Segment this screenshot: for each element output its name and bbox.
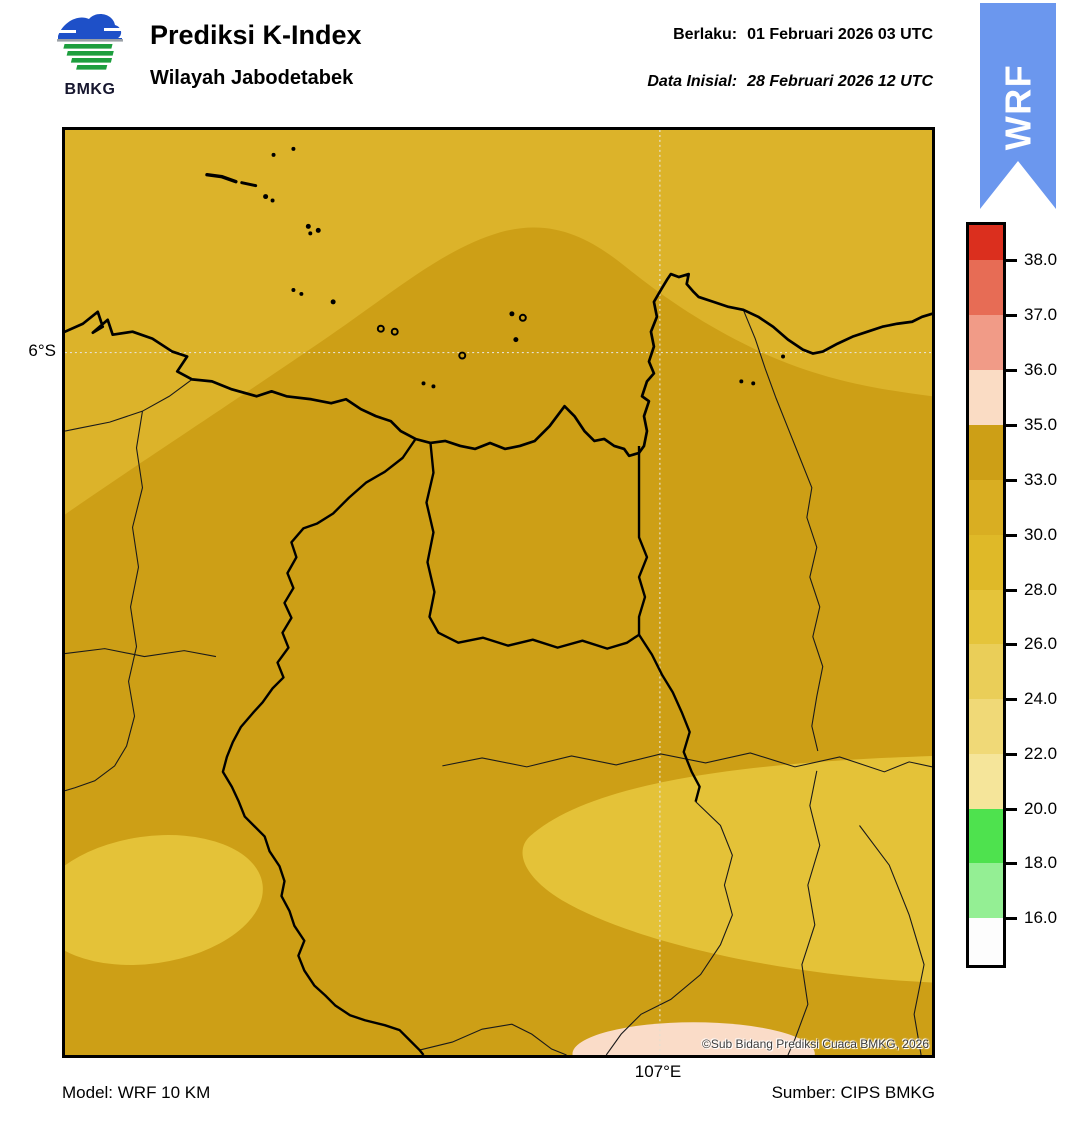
admin-boundaries-thin: [65, 309, 932, 1055]
colorbar-segment: [969, 315, 1003, 370]
page-title: Prediksi K-Index: [150, 20, 362, 50]
colorbar-segment: [969, 699, 1003, 754]
colorbar-tick: [1006, 697, 1017, 701]
colorbar-tick-label: 33.0: [1024, 470, 1058, 489]
colorbar-tick-label: 26.0: [1024, 634, 1058, 653]
colorbar-tick-label: 16.0: [1024, 908, 1058, 927]
colorbar-segment: [969, 590, 1003, 644]
colorbar-tick-label: 36.0: [1024, 360, 1058, 379]
colorbar-tick-label: 28.0: [1024, 580, 1058, 599]
colorbar-segment: [969, 225, 1003, 260]
colorbar-tick: [1006, 588, 1017, 592]
initial-time-line: Data Inisial: 28 Februari 2026 12 UTC: [647, 73, 933, 91]
forecast-map: ©Sub Bidang Prediksi Cuaca BMKG, 2026: [62, 127, 935, 1058]
legend-colorbar: 38.0 37.0 36.0 35.0 33.0 30.0 28.0 26.0 24.0 22.0…: [966, 222, 1072, 968]
colorbar-segment: [969, 644, 1003, 699]
colorbar-tick-label: 24.0: [1024, 689, 1058, 708]
colorbar-tick: [1006, 916, 1017, 920]
colorbar-segment: [969, 535, 1003, 590]
bmkg-logo-icon: [57, 8, 123, 74]
bmkg-logo: BMKG: [52, 6, 128, 99]
colorbar-segment: [969, 370, 1003, 425]
wrf-ribbon-icon: WRF: [980, 3, 1056, 209]
latitude-tick-label: 6°S: [28, 341, 56, 360]
colorbar-tick: [1006, 368, 1017, 372]
colorbar-tick-label: 22.0: [1024, 744, 1058, 763]
map-copyright: ©Sub Bidang Prediksi Cuaca BMKG, 2026: [702, 1037, 929, 1051]
initial-time-value: 28 Februari 2026 12 UTC: [747, 73, 933, 90]
page-subtitle: Wilayah Jabodetabek: [150, 67, 354, 89]
colorbar-segment: [969, 809, 1003, 863]
initial-time-label: Data Inisial:: [647, 73, 738, 90]
validity-info: Berlaku: 01 Februari 2026 03 UTC Data Ini…: [647, 26, 933, 91]
colorbar-segment: [969, 754, 1003, 809]
wrf-ribbon-label: WRF: [998, 64, 1039, 150]
colorbar-tick: [1006, 642, 1017, 646]
admin-boundaries-thick: [221, 438, 701, 1055]
colorbar-tick: [1006, 313, 1017, 317]
kindex-contour-map: [65, 130, 932, 1055]
valid-time-label: Berlaku:: [673, 26, 738, 43]
colorbar-tick: [1006, 478, 1017, 482]
colorbar-tick: [1006, 861, 1017, 865]
title-block: Prediksi K-Index Wilayah Jabodetabek: [150, 20, 362, 90]
colorbar-tick-label: 35.0: [1024, 415, 1058, 434]
colorbar-segment: [969, 480, 1003, 535]
map-region-28-30-lens: [522, 755, 932, 983]
islands: [205, 146, 786, 389]
colorbar-segment: [969, 918, 1003, 965]
colorbar-tick: [1006, 752, 1017, 756]
source-label: Sumber: CIPS BMKG: [771, 1083, 935, 1102]
colorbar-segment: [969, 260, 1003, 315]
wrf-ribbon: WRF: [980, 3, 1056, 216]
colorbar-segment: [969, 863, 1003, 918]
colorbar-tick-label: 18.0: [1024, 853, 1058, 872]
valid-time-value: 01 Februari 2026 03 UTC: [747, 26, 933, 43]
colorbar-tick-label: 37.0: [1024, 305, 1058, 324]
colorbar-tick-label: 20.0: [1024, 799, 1058, 818]
map-region-28-30-blob: [65, 835, 263, 965]
map-region-35-36-blob: [572, 1022, 815, 1055]
colorbar-tick: [1006, 423, 1017, 427]
colorbar-tick: [1006, 258, 1017, 262]
colorbar-tick: [1006, 533, 1017, 537]
colorbar-tick-label: 30.0: [1024, 525, 1058, 544]
colorbar-segment: [969, 425, 1003, 480]
colorbar-tick-label: 38.0: [1024, 250, 1058, 269]
model-label: Model: WRF 10 KM: [62, 1083, 211, 1102]
longitude-tick-label: 107°E: [634, 1062, 682, 1081]
colorbar-tick: [1006, 807, 1017, 811]
coastline: [65, 272, 932, 458]
bmkg-logo-label: BMKG: [64, 81, 116, 98]
colorbar-gradient: [966, 222, 1006, 968]
valid-time-line: Berlaku: 01 Februari 2026 03 UTC: [647, 26, 933, 44]
